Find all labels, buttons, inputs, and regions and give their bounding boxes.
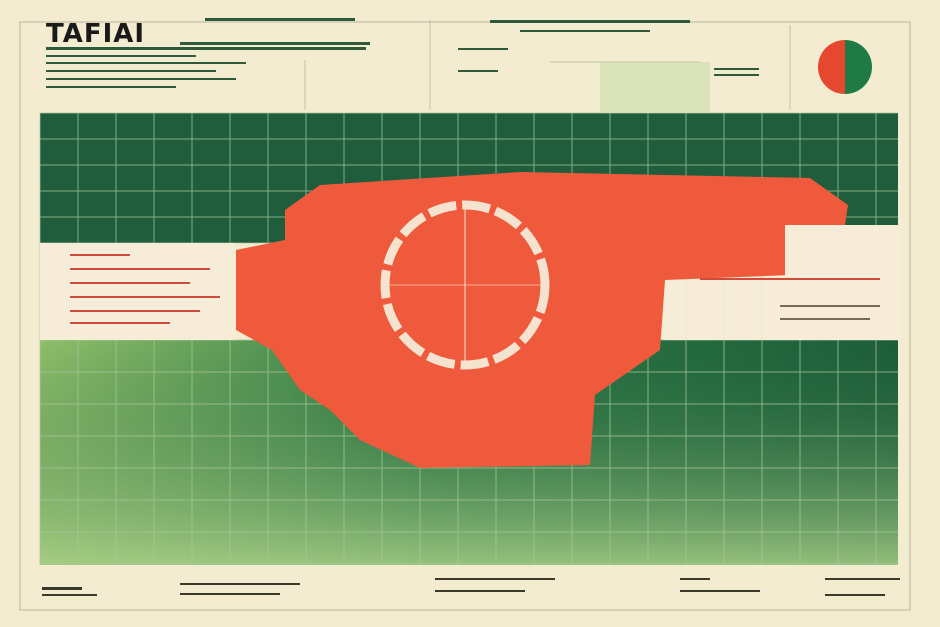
- header-text-lines: [46, 18, 759, 88]
- red-shape: [236, 172, 848, 468]
- left-panel: [40, 243, 235, 340]
- frame: [19, 21, 911, 611]
- light-panel: [600, 62, 710, 112]
- ring: [380, 200, 550, 370]
- title: TAFIAI: [46, 19, 145, 49]
- footer-text: [42, 578, 900, 596]
- right-panel: [665, 225, 900, 340]
- pie-icon: [818, 40, 872, 94]
